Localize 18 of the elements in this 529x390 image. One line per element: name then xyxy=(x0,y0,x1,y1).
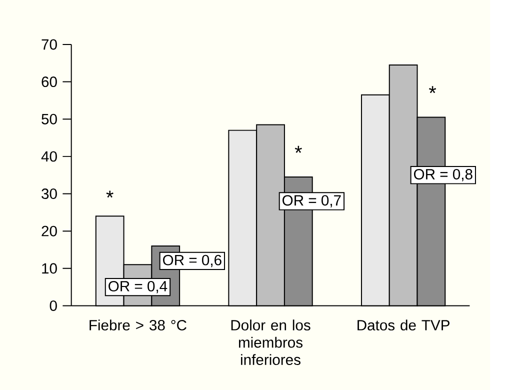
annotation: OR = 0,7 xyxy=(282,195,341,208)
annotation: * xyxy=(294,146,302,153)
x-tick-label: Dolor en los miembros inferiores xyxy=(231,320,310,366)
annotation: OR = 0,6 xyxy=(163,254,222,268)
annotation: * xyxy=(106,190,114,198)
y-tick-label: 60 xyxy=(42,76,57,88)
annotation: * xyxy=(428,86,436,94)
y-tick-label: 0 xyxy=(50,300,57,311)
x-tick-label: Fiebre > 38 °C xyxy=(90,320,186,330)
y-tick-label: 40 xyxy=(41,151,57,162)
y-tick-label: 70 xyxy=(42,39,57,50)
y-tick-label: 20 xyxy=(42,226,57,236)
y-tick-label: 50 xyxy=(42,114,57,124)
annotation: OR = 0,8 xyxy=(414,168,472,182)
annotation: OR = 0,4 xyxy=(108,280,168,294)
y-tick-label: 30 xyxy=(42,188,57,199)
y-tick-label: 10 xyxy=(42,263,57,274)
x-tick-label: Datos de TVP xyxy=(358,320,450,330)
